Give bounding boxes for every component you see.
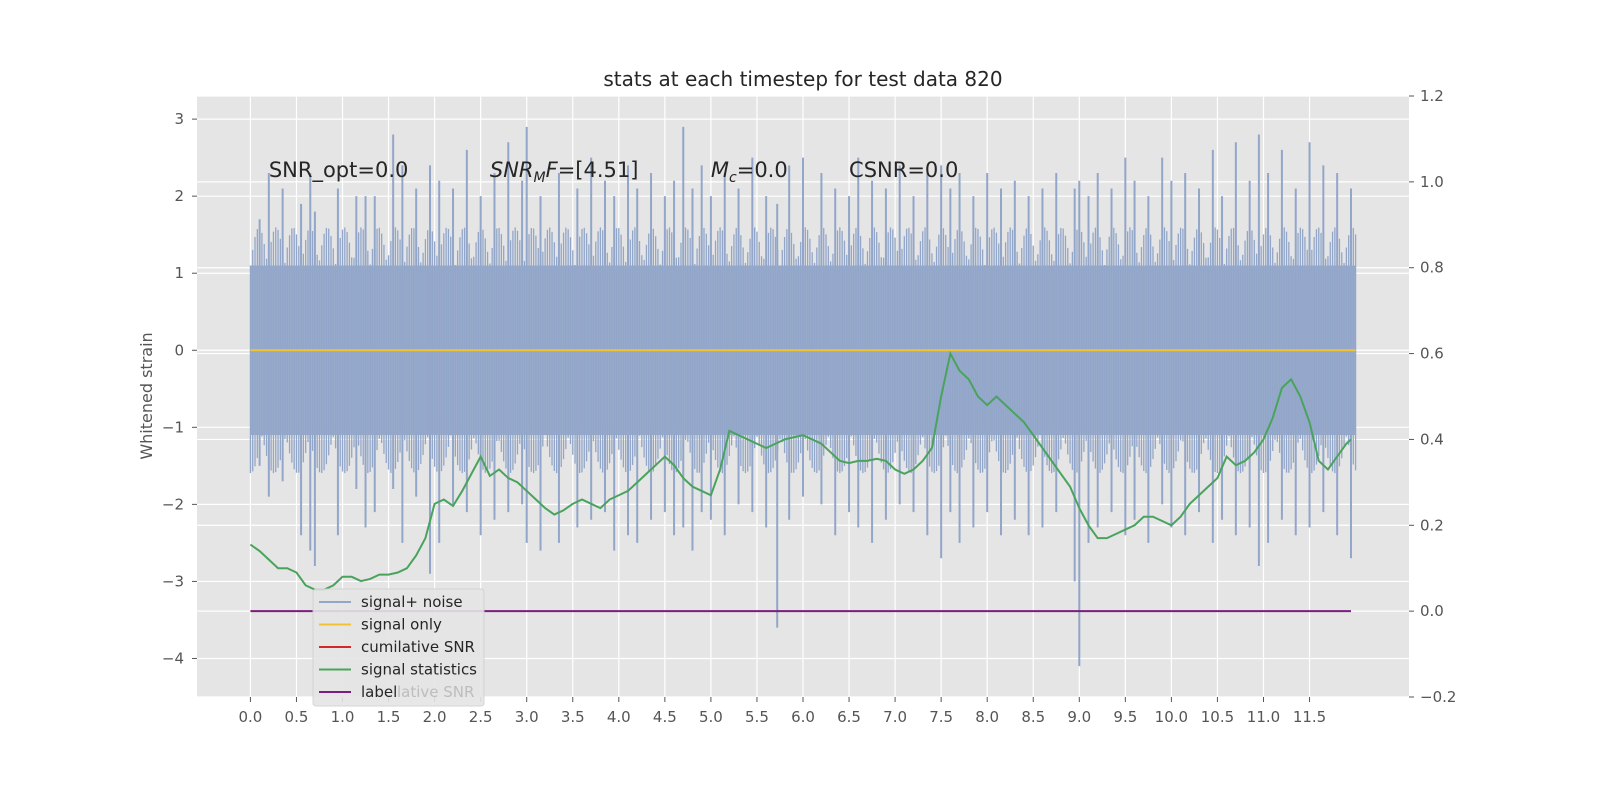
x-tick-label: 3.5 [561, 708, 585, 726]
x-tick-label: 7.5 [929, 708, 953, 726]
x-tick-label: 0.5 [285, 708, 309, 726]
x-tick-label: 11.5 [1293, 708, 1326, 726]
annotation-0: SNR_opt=0.0 [269, 158, 409, 183]
x-tick-label: 5.5 [745, 708, 769, 726]
annotation-part: F [546, 158, 559, 182]
series-signal-statistics [249, 350, 1352, 591]
legend-label: cumilative SNR [361, 638, 475, 656]
x-tick-label: 7.0 [883, 708, 907, 726]
x-tick-label: 6.5 [837, 708, 861, 726]
legend-box [312, 588, 485, 707]
x-tick-label: 1.5 [377, 708, 401, 726]
annotation-part: =[4.51] [558, 158, 639, 182]
legend-label: signal only [361, 616, 442, 634]
x-tick-label: 5.0 [699, 708, 723, 726]
annotation-part: CSNR=0.0 [849, 158, 958, 182]
x-tick-label: 10.0 [1155, 708, 1188, 726]
legend-label: label [361, 683, 397, 701]
y-tick-label-right: 0.6 [1420, 345, 1444, 363]
annotation-part: =0.0 [737, 158, 788, 182]
annotations: SNR_opt=0.0 SNRMF=[4.51] Mc=0.0 CSNR=0.0 [269, 158, 959, 186]
y-tick-label-left: 2 [174, 187, 184, 205]
x-tick-label: 9.5 [1113, 708, 1137, 726]
x-tick-label: 8.0 [975, 708, 999, 726]
y-tick-label-right: −0.2 [1420, 688, 1456, 706]
x-tick-label: 1.0 [331, 708, 355, 726]
x-tick-label: 3.0 [515, 708, 539, 726]
y-tick-label-left: −4 [162, 649, 184, 667]
legend-ghost-label: lative SNR [397, 683, 474, 701]
annotation-part: c [729, 170, 737, 186]
x-tick-label: 4.0 [607, 708, 631, 726]
x-tick-label: 8.5 [1021, 708, 1045, 726]
annotation-part: M [711, 158, 729, 182]
legend-label: signal+ noise [361, 593, 463, 611]
x-tick-label: 0.0 [238, 708, 262, 726]
x-tick-label: 4.5 [653, 708, 677, 726]
legend: signal+ noise signal only cumilative SNR si… [312, 588, 485, 707]
x-axis: 0.0 0.5 1.0 1.5 2.0 2.5 3.0 3.5 4.0 4.5 5.0 5.5 6.0 6… [238, 697, 1326, 726]
y-tick-label-left: −1 [162, 418, 184, 436]
chart-title: stats at each timestep for test data 820 [603, 67, 1002, 91]
annotation-2: Mc=0.0 [711, 158, 788, 186]
annotation-3: CSNR=0.0 [849, 158, 958, 182]
y-axis-label: Whitened strain [137, 332, 156, 459]
y-tick-label-left: −2 [162, 495, 184, 513]
y-tick-label-right: 1.2 [1420, 87, 1444, 105]
x-tick-label: 11.0 [1247, 708, 1280, 726]
annotation-part: SNR_opt=0.0 [269, 158, 409, 183]
y-tick-label-left: 3 [174, 110, 184, 128]
y-tick-label-left: 1 [174, 264, 184, 282]
y-axis-left: 3 2 1 0 −1 −2 −3 −4 [162, 110, 197, 667]
y-tick-label-right: 0.2 [1420, 516, 1444, 534]
y-tick-label-right: 0.8 [1420, 259, 1444, 277]
x-tick-label: 6.0 [791, 708, 815, 726]
y-axis-right: 1.2 1.0 0.8 0.6 0.4 0.2 0.0 −0.2 [1409, 87, 1456, 706]
y-tick-label-right: 0.0 [1420, 602, 1444, 620]
annotation-part: M [534, 170, 546, 186]
annotation-1: SNRMF=[4.51] [490, 158, 639, 186]
x-tick-label: 9.0 [1067, 708, 1091, 726]
annotation-part: SNR [490, 158, 534, 182]
x-tick-label: 10.5 [1201, 708, 1234, 726]
x-tick-label: 2.0 [423, 708, 447, 726]
x-tick-label: 2.5 [469, 708, 493, 726]
y-tick-label-right: 1.0 [1420, 173, 1444, 191]
y-tick-label-left: −3 [162, 572, 184, 590]
y-tick-label-right: 0.4 [1420, 430, 1444, 448]
y-tick-label-left: 0 [174, 341, 184, 359]
legend-label: signal statistics [361, 661, 477, 679]
